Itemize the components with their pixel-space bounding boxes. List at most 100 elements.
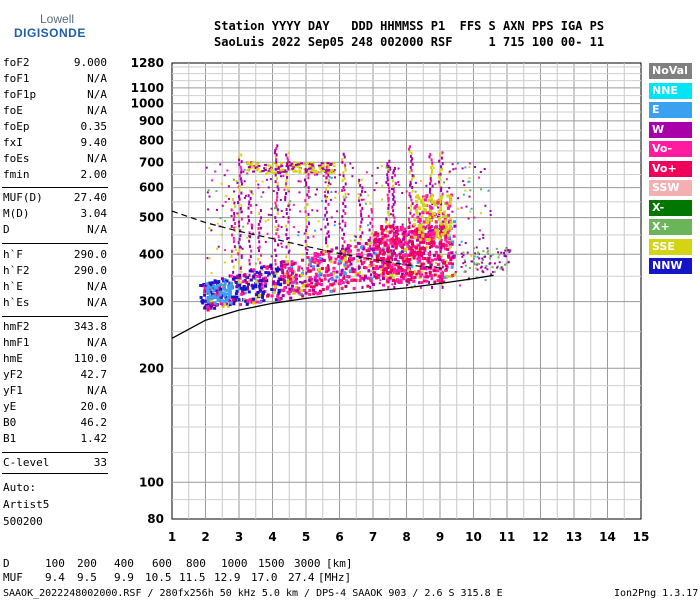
trace-point — [391, 273, 394, 277]
trace-point — [372, 243, 376, 247]
trace-point — [208, 195, 211, 198]
trace-point — [420, 281, 424, 284]
trace-point — [325, 188, 328, 192]
trace-point — [436, 263, 440, 267]
trace-point — [231, 233, 233, 237]
trace-point — [448, 204, 452, 208]
trace-point — [402, 263, 405, 266]
trace-point — [237, 252, 240, 256]
trace-point — [264, 240, 267, 243]
trace-point — [310, 161, 314, 164]
trace-point — [324, 181, 327, 184]
param-label: h`E — [3, 280, 23, 293]
trace-point — [271, 282, 275, 286]
param-label: h`F — [3, 248, 23, 261]
trace-point — [216, 208, 218, 211]
trace-point — [385, 246, 388, 250]
param-fof2: foF2 9.000 — [3, 56, 107, 71]
trace-point — [227, 185, 230, 188]
trace-point — [318, 166, 322, 169]
trace-point — [249, 278, 253, 282]
trace-point — [240, 265, 243, 268]
trace-point — [451, 255, 455, 259]
trace-point — [387, 285, 390, 289]
trace-point — [205, 305, 209, 309]
trace-point — [287, 204, 290, 208]
param-yf2: yF2 42.7 — [3, 368, 107, 383]
trace-point — [382, 277, 385, 280]
param-value: 343.8 — [73, 320, 107, 333]
trace-point — [247, 206, 250, 210]
trace-point — [295, 281, 299, 285]
trace-point — [438, 174, 440, 176]
trace-point — [398, 255, 402, 259]
trace-point — [370, 273, 372, 277]
trace-point — [417, 254, 421, 258]
trace-point — [402, 236, 406, 239]
trace-point — [252, 170, 255, 173]
trace-point — [493, 262, 496, 265]
trace-point — [445, 201, 449, 205]
trace-point — [305, 216, 308, 219]
param-label: MUF(D) — [3, 191, 43, 204]
trace-point — [292, 164, 296, 167]
trace-point — [284, 195, 287, 199]
trace-point — [489, 210, 492, 212]
trace-point — [474, 166, 476, 168]
trace-point — [422, 251, 426, 255]
trace-point — [307, 276, 310, 279]
trace-point — [329, 283, 333, 287]
trace-point — [262, 191, 265, 194]
trace-point — [403, 227, 407, 231]
trace-point — [378, 241, 382, 245]
trace-point — [305, 162, 309, 165]
trace-point — [329, 170, 333, 173]
trace-point — [335, 270, 339, 274]
trace-point — [446, 247, 450, 251]
trace-point — [270, 171, 274, 174]
trace-point — [324, 194, 327, 198]
trace-point — [408, 221, 411, 225]
param-b0: B0 46.2 — [3, 416, 107, 431]
trace-point — [339, 250, 343, 254]
trace-point — [386, 178, 389, 182]
trace-point — [248, 298, 252, 302]
trace-point — [342, 209, 345, 213]
trace-point — [327, 190, 329, 194]
muf-row-label: MUF — [3, 571, 23, 584]
trace-point — [221, 305, 225, 308]
trace-point — [389, 166, 392, 169]
trace-point — [240, 217, 243, 221]
trace-point — [260, 195, 263, 198]
trace-point — [413, 236, 417, 240]
trace-point — [411, 242, 414, 246]
trace-point — [479, 266, 482, 269]
trace-point — [289, 274, 293, 278]
trace-point — [415, 227, 419, 231]
trace-point — [433, 212, 436, 216]
y-tick-label: 200 — [139, 361, 164, 375]
trace-point — [285, 208, 288, 211]
trace-point — [407, 244, 411, 248]
trace-point — [251, 284, 255, 288]
d-value: 1000 — [221, 557, 248, 570]
trace-point — [311, 168, 315, 171]
trace-point — [329, 273, 333, 277]
trace-point — [447, 220, 451, 224]
trace-point — [329, 260, 333, 264]
trace-point — [310, 277, 313, 281]
trace-point — [246, 282, 250, 286]
trace-point — [259, 209, 262, 212]
trace-point — [312, 285, 316, 289]
trace-point — [349, 262, 353, 266]
trace-point — [412, 256, 416, 260]
trace-point — [287, 250, 290, 254]
trace-point — [442, 280, 446, 284]
trace-point — [386, 193, 389, 197]
trace-point — [391, 283, 394, 286]
trace-point — [411, 157, 414, 161]
trace-point — [225, 194, 228, 197]
trace-point — [319, 171, 322, 174]
trace-point — [277, 224, 280, 228]
trace-point — [391, 205, 394, 209]
